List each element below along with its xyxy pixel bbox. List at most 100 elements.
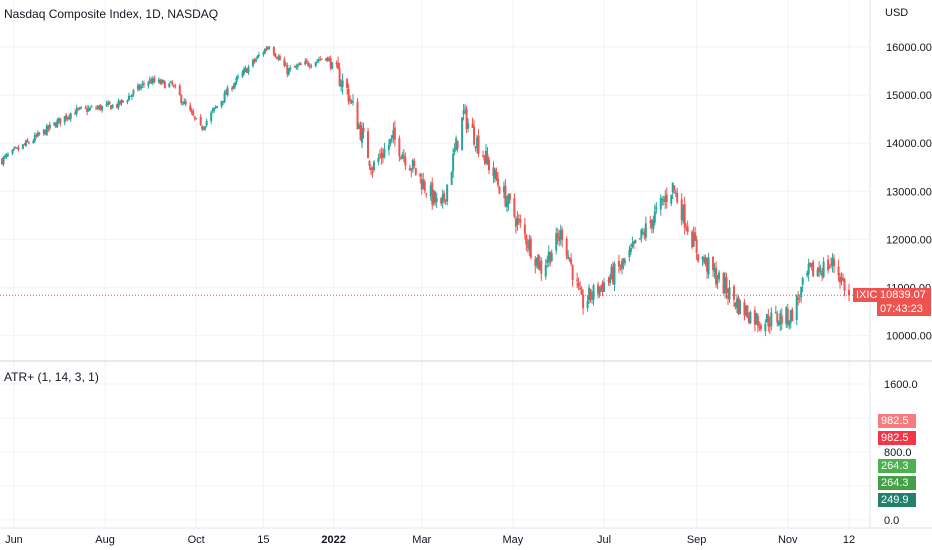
candle-body <box>5 154 8 157</box>
candle-body <box>753 310 756 325</box>
indicator-title[interactable]: ATR+ (1, 14, 3, 1) <box>4 370 99 384</box>
candle-body <box>695 239 698 254</box>
candle-body <box>423 181 426 191</box>
candle-body <box>617 260 620 267</box>
candle-body <box>129 95 132 97</box>
candle-body <box>749 311 752 324</box>
candle-body <box>576 279 579 281</box>
candle-body <box>189 105 192 111</box>
price-tick-label: 16000.00 <box>886 42 932 54</box>
candle-body <box>444 199 447 202</box>
candle-body <box>443 193 446 200</box>
time-tick-label: 2022 <box>321 534 345 546</box>
candle-body <box>516 217 519 225</box>
candle-body <box>195 118 198 120</box>
candle-body <box>821 272 824 277</box>
candle-body <box>138 85 141 90</box>
candle-body <box>142 83 145 85</box>
candle-body <box>779 313 782 325</box>
candle-body <box>184 101 187 105</box>
candle-body <box>432 190 435 204</box>
candle-body <box>116 104 119 108</box>
candle-body <box>544 265 547 277</box>
candle-body <box>810 263 813 267</box>
candle-body <box>800 286 803 298</box>
candle-body <box>608 277 611 284</box>
candle-body <box>277 56 280 59</box>
candle-body <box>172 85 175 87</box>
candle-body <box>504 185 507 207</box>
candle-body <box>304 61 307 65</box>
candle-body <box>556 233 559 239</box>
candle-body <box>24 140 27 146</box>
candle-body <box>48 124 51 129</box>
price-axis[interactable]: 16000.00 15000.00 14000.00 13000.00 12000.00… <box>886 42 932 343</box>
chart-title[interactable]: Nasdaq Composite Index, 1D, NASDAQ <box>4 7 219 21</box>
candle-body <box>425 193 428 195</box>
candle-body <box>180 94 183 103</box>
candle-body <box>349 98 352 101</box>
candle-body <box>314 62 317 67</box>
candle-body <box>507 194 510 205</box>
time-tick-label: Jul <box>597 534 611 546</box>
candle-body <box>75 107 78 114</box>
candle-body <box>130 94 133 97</box>
candle-body <box>676 192 679 203</box>
candle-body <box>632 241 635 244</box>
candle-body <box>837 266 840 276</box>
candle-body <box>789 310 792 323</box>
candle-body <box>483 155 486 161</box>
candle-body <box>150 79 153 84</box>
time-tick-label: 15 <box>257 534 269 546</box>
candle-body <box>828 267 831 269</box>
candle-body <box>378 155 381 157</box>
candle-body <box>603 282 606 292</box>
candle-body <box>390 135 393 139</box>
candle-body <box>57 118 60 122</box>
candle-body <box>347 88 350 102</box>
candle-body <box>776 313 779 323</box>
candle-body <box>691 231 694 248</box>
candle-body <box>610 266 613 278</box>
atr-tag: 264.3 <box>878 476 916 490</box>
candle-body <box>335 62 338 64</box>
candle-body <box>381 154 384 159</box>
price-candles[interactable] <box>1 45 850 337</box>
candle-body <box>434 191 437 203</box>
candle-body <box>570 259 573 265</box>
indicator-axis[interactable]: 1600.0 800.0 0.0 <box>884 379 918 527</box>
candle-body <box>160 79 163 84</box>
candle-body <box>732 286 735 300</box>
candle-body <box>287 68 290 75</box>
candle-body <box>413 161 416 166</box>
candle-body <box>589 288 592 299</box>
candle-body <box>440 197 443 204</box>
candle-body <box>419 173 422 177</box>
candle-body <box>467 123 470 129</box>
candle-body <box>685 227 688 229</box>
candle-body <box>508 193 511 200</box>
candle-body <box>756 315 759 326</box>
time-axis[interactable]: Jun Aug Oct 15 2022 Mar May Jul Sep Nov 12 <box>5 534 855 546</box>
candle-body <box>126 100 129 103</box>
candle-body <box>456 140 459 149</box>
candle-body <box>181 103 184 105</box>
candle-body <box>202 127 205 130</box>
candle-body <box>274 53 277 57</box>
candle-body <box>377 158 380 163</box>
candle-body <box>341 80 344 88</box>
candle-body <box>644 223 647 238</box>
candle-body <box>36 132 39 137</box>
candle-body <box>169 81 172 83</box>
candle-body <box>830 264 833 266</box>
candle-body <box>362 127 365 133</box>
candle-body <box>298 63 301 66</box>
candle-body <box>45 125 48 136</box>
candle-body <box>502 186 505 193</box>
candle-body <box>153 78 156 82</box>
candle-body <box>98 105 101 109</box>
candle-body <box>350 100 353 103</box>
candle-body <box>816 269 819 277</box>
candle-body <box>628 250 631 258</box>
